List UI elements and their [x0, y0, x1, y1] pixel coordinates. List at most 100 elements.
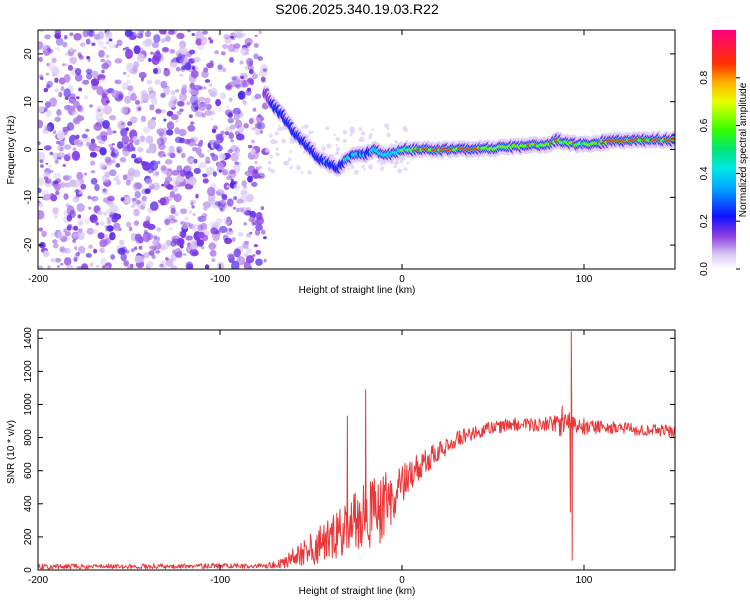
- noise-speckle: [131, 204, 135, 208]
- noise-speckle: [106, 208, 114, 216]
- noise-speckle: [215, 105, 223, 113]
- noise-speckle: [170, 253, 177, 262]
- noise-speckle: [54, 77, 59, 83]
- noise-speckle: [173, 193, 182, 203]
- noise-speckle: [251, 139, 255, 144]
- noise-speckle: [224, 237, 233, 245]
- noise-speckle: [134, 246, 138, 251]
- noise-speckle: [126, 265, 133, 269]
- noise-speckle: [219, 92, 227, 100]
- noise-speckle: [222, 67, 227, 73]
- noise-speckle: [90, 177, 98, 185]
- noise-speckle: [113, 222, 121, 229]
- noise-speckle: [179, 40, 187, 49]
- noise-speckle: [178, 238, 185, 246]
- snr-frame: [37, 329, 676, 571]
- noise-speckle: [47, 48, 54, 54]
- noise-speckle: [134, 182, 143, 190]
- noise-speckle: [100, 58, 106, 63]
- noise-speckle: [117, 247, 126, 255]
- noise-speckle: [99, 220, 105, 227]
- noise-speckle: [104, 228, 109, 232]
- noise-speckle: [197, 216, 203, 222]
- noise-speckle: [397, 168, 403, 174]
- y-tick-label: 600: [23, 462, 34, 479]
- noise-speckle: [240, 75, 245, 80]
- noise-speckle: [125, 48, 133, 60]
- noise-speckle: [213, 141, 221, 150]
- noise-speckle: [179, 74, 184, 77]
- noise-speckle: [83, 218, 91, 225]
- noise-speckle: [197, 231, 205, 239]
- noise-speckle: [72, 233, 78, 238]
- noise-speckle: [105, 265, 110, 269]
- noise-speckle: [198, 96, 206, 102]
- noise-speckle: [63, 88, 71, 98]
- noise-speckle: [190, 121, 195, 125]
- noise-speckle: [187, 138, 196, 147]
- noise-speckle: [69, 32, 74, 37]
- x-tick-label: 0: [399, 575, 405, 586]
- noise-speckle: [195, 38, 203, 46]
- noise-speckle: [252, 254, 256, 257]
- noise-speckle: [166, 129, 174, 136]
- noise-speckle: [166, 121, 175, 131]
- noise-speckle: [335, 144, 338, 147]
- noise-speckle: [228, 254, 235, 260]
- noise-speckle: [236, 256, 246, 266]
- noise-speckle: [145, 178, 153, 185]
- noise-speckle: [44, 145, 52, 151]
- noise-speckle: [188, 158, 195, 164]
- noise-speckle: [134, 191, 141, 199]
- noise-speckle: [115, 178, 121, 186]
- noise-speckle: [72, 111, 78, 116]
- noise-speckle: [255, 128, 261, 136]
- noise-speckle: [124, 95, 132, 104]
- noise-speckle: [386, 132, 391, 137]
- noise-speckle: [125, 46, 130, 51]
- noise-speckle: [179, 169, 187, 177]
- noise-speckle: [349, 133, 353, 137]
- noise-speckle: [224, 36, 232, 44]
- x-tick-label: -200: [28, 274, 48, 285]
- noise-speckle: [38, 265, 44, 269]
- noise-speckle: [201, 70, 209, 78]
- noise-speckle: [258, 165, 262, 169]
- noise-speckle: [66, 205, 75, 215]
- noise-speckle: [230, 35, 235, 39]
- noise-speckle: [58, 91, 63, 98]
- noise-speckle: [130, 93, 137, 102]
- noise-speckle: [116, 152, 120, 156]
- noise-speckle: [251, 218, 259, 226]
- noise-speckle: [86, 56, 90, 60]
- noise-speckle: [144, 31, 150, 38]
- noise-speckle: [107, 195, 115, 202]
- noise-speckle: [180, 208, 188, 215]
- noise-speckle: [244, 37, 253, 46]
- noise-speckle: [201, 102, 208, 109]
- noise-speckle: [361, 164, 365, 169]
- noise-speckle: [234, 30, 243, 35]
- noise-speckle: [267, 160, 272, 165]
- noise-speckle: [245, 255, 255, 264]
- noise-speckle: [43, 250, 50, 258]
- noise-speckle: [204, 97, 211, 104]
- noise-speckle: [225, 83, 233, 91]
- noise-speckle: [267, 167, 272, 172]
- noise-speckle: [136, 53, 145, 63]
- noise-speckle: [259, 172, 265, 177]
- noise-speckle: [278, 124, 281, 127]
- y-tick-label: 0: [23, 146, 34, 152]
- noise-speckle: [255, 258, 263, 266]
- noise-speckle: [114, 79, 122, 85]
- noise-speckle: [126, 221, 132, 228]
- colorbar-tick-label: 0.0: [699, 262, 710, 276]
- noise-speckle: [217, 64, 223, 70]
- noise-speckle: [210, 152, 215, 157]
- noise-speckle: [82, 79, 90, 85]
- noise-speckle: [91, 70, 99, 79]
- noise-speckle: [155, 250, 160, 254]
- noise-speckle: [219, 153, 226, 160]
- noise-speckle: [247, 77, 254, 84]
